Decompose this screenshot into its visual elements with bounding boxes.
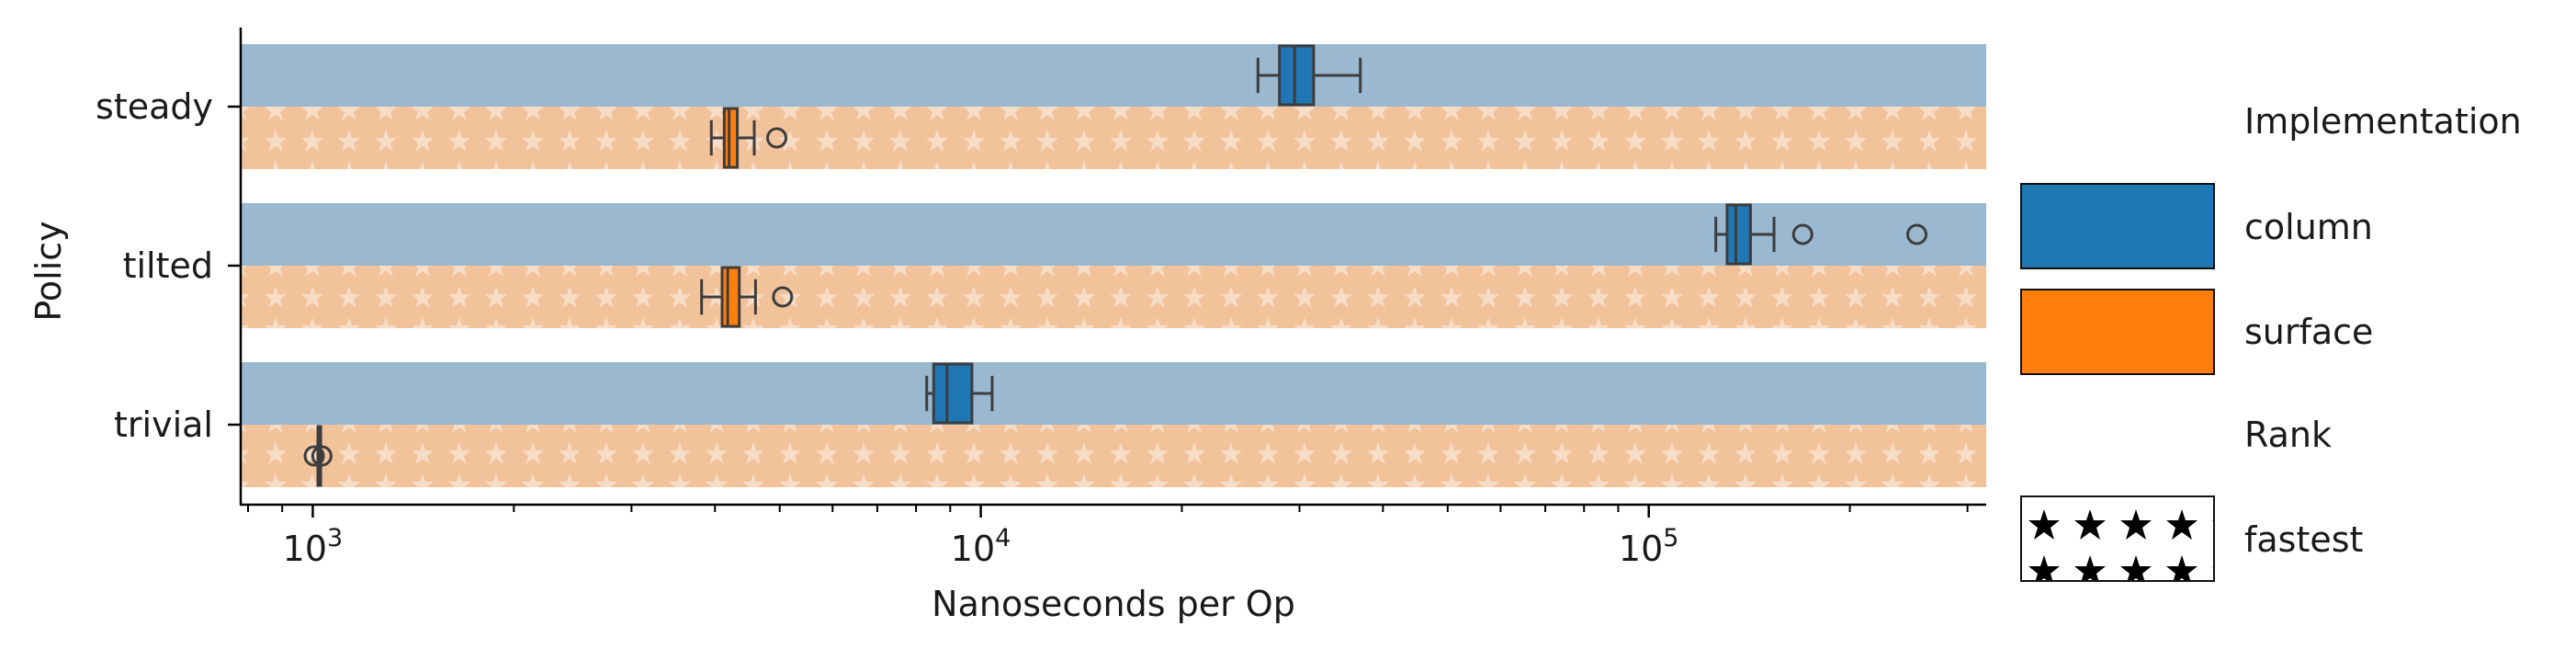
box-steady-column: [1256, 44, 1362, 107]
legend-swatch-fastest: [2020, 495, 2215, 582]
legend-swatch-column: [2020, 183, 2215, 269]
box-trivial-surface-outlier-1: [311, 445, 333, 467]
x-tick-label: 103: [283, 524, 344, 569]
box-steady-surface-outlier-0: [766, 127, 788, 149]
box-steady-column-iqr-box: [1278, 44, 1316, 107]
band-steady-surface: [242, 107, 1986, 169]
legend-swatch-surface: [2020, 289, 2215, 375]
x-axis-ticks: 103 104 105: [246, 505, 1969, 569]
x-tick-label: 104: [951, 524, 1011, 569]
box-tilted-surface: [700, 266, 794, 328]
legend-title-rank: Rank: [2244, 415, 2332, 455]
box-trivial-surface-outlier-0: [303, 445, 325, 467]
box-trivial-surface: [303, 425, 333, 487]
legend-label-column: column: [2244, 207, 2373, 247]
y-tick-label-trivial: trivial: [114, 404, 213, 445]
box-steady-surface-iqr-box: [722, 107, 740, 169]
y-tick-label-tilted: tilted: [123, 245, 213, 286]
box-tilted-surface-iqr-box: [720, 266, 741, 328]
band-trivial-column: [242, 362, 1986, 425]
box-elements: [303, 44, 1928, 487]
y-tick-label-steady: steady: [96, 86, 213, 127]
legend-label-surface: surface: [2244, 312, 2373, 352]
x-tick-label: 105: [1619, 524, 1679, 569]
box-steady-surface: [709, 107, 788, 169]
legend-title-implementation: Implementation: [2244, 101, 2522, 142]
box-tilted-column-outlier-0: [1791, 223, 1813, 245]
y-axis-label: Policy: [28, 221, 69, 321]
band-tilted-column: [242, 203, 1986, 266]
band-trivial-surface: [242, 425, 1986, 487]
box-tilted-column-outlier-1: [1906, 223, 1928, 245]
box-trivial-column: [925, 362, 994, 425]
box-tilted-column-iqr-box: [1725, 203, 1752, 266]
box-tilted-column: [1714, 203, 1928, 266]
y-axis-ticks: steady tilted trivial: [96, 86, 241, 445]
category-bands: [242, 44, 1986, 487]
x-axis-label: Nanoseconds per Op: [932, 584, 1295, 624]
band-tilted-surface: [242, 266, 1986, 328]
legend-label-fastest: fastest: [2244, 519, 2363, 560]
box-trivial-column-iqr-box: [932, 362, 974, 425]
legend: Implementation column surface Rank faste…: [2020, 101, 2522, 582]
band-steady-column: [242, 44, 1986, 107]
box-tilted-surface-outlier-0: [772, 286, 794, 308]
